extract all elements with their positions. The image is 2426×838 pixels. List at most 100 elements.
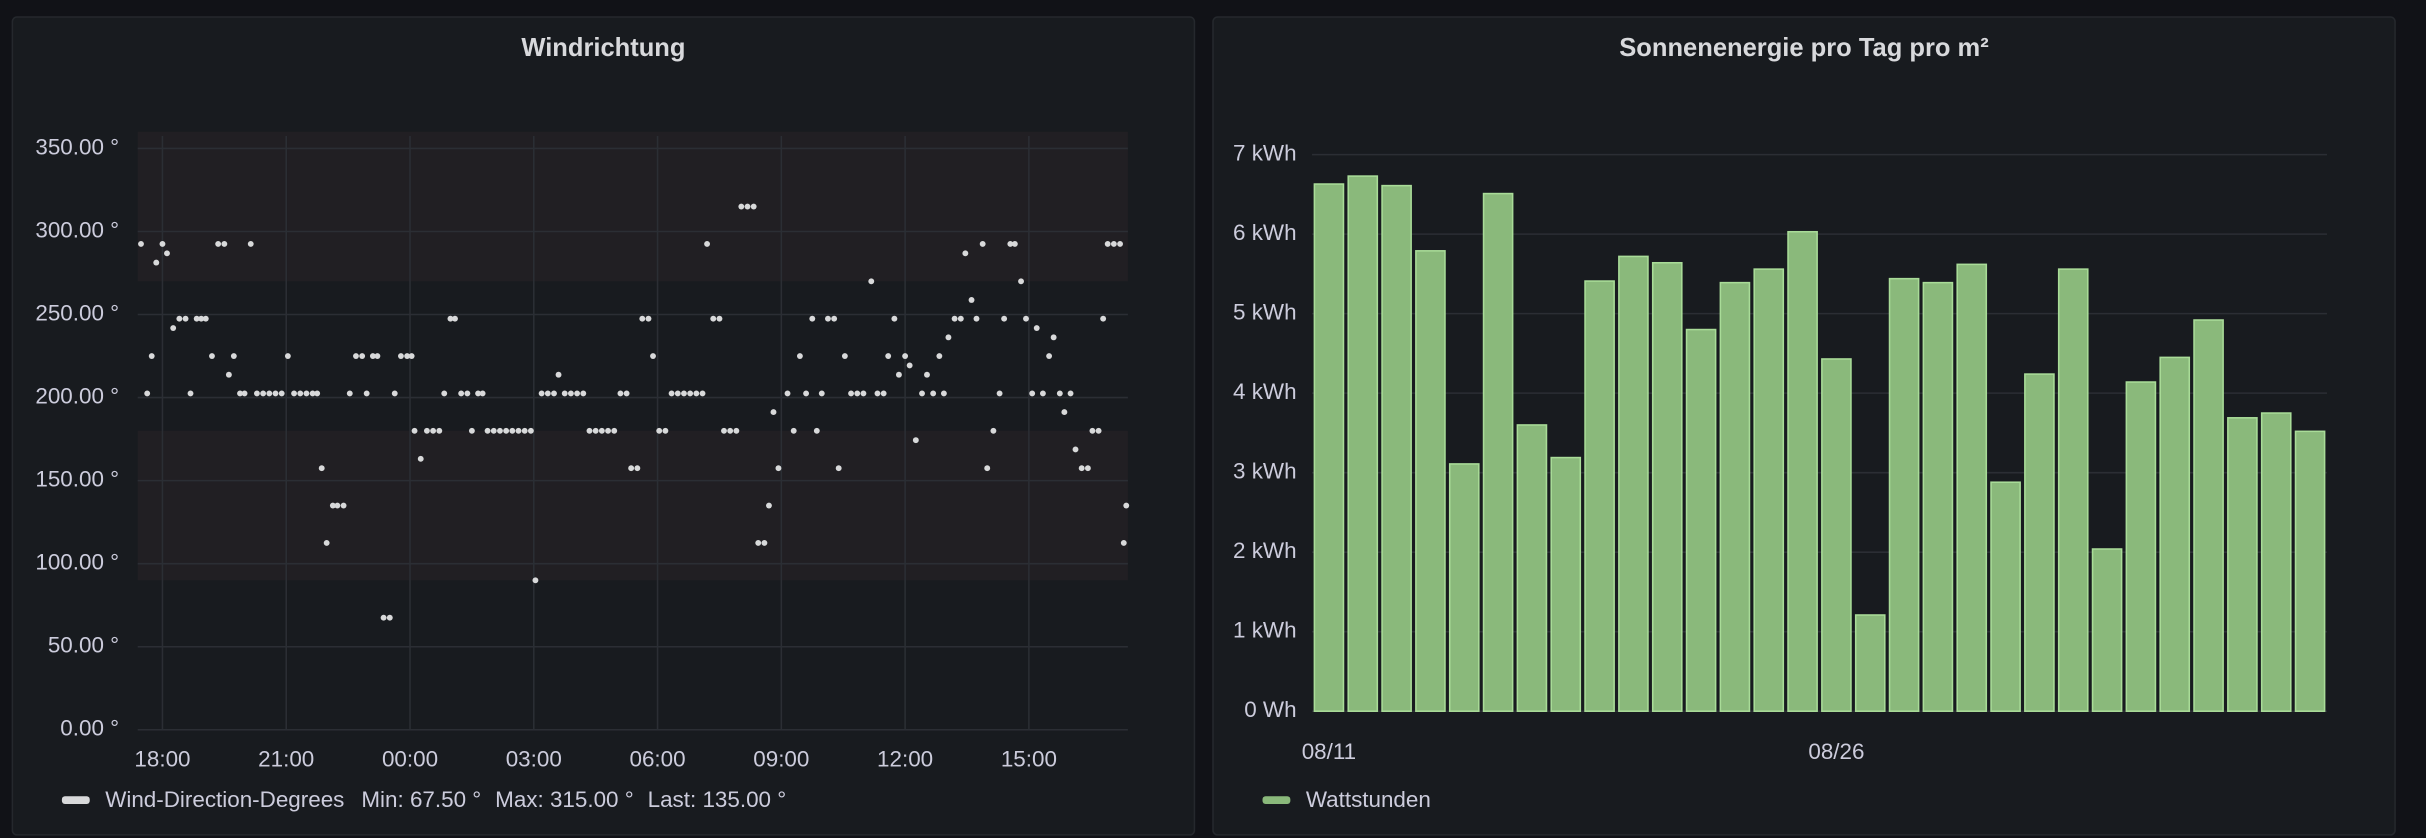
bar	[1516, 424, 1548, 712]
data-point	[309, 390, 316, 397]
data-point	[973, 315, 980, 322]
y-tick-label: 0.00 °	[60, 716, 119, 741]
bar	[2294, 430, 2326, 712]
y-tick-label: 1 kWh	[1233, 618, 1297, 643]
data-point	[527, 427, 534, 434]
data-point	[202, 315, 209, 322]
data-point	[1117, 240, 1124, 247]
data-point	[784, 390, 791, 397]
bar	[1854, 614, 1886, 712]
data-point	[291, 390, 298, 397]
data-point	[611, 427, 618, 434]
data-point	[979, 240, 986, 247]
y-tick-label: 3 kWh	[1233, 459, 1297, 484]
y-tick-label: 7 kWh	[1233, 141, 1297, 166]
y-tick-label: 5 kWh	[1233, 300, 1297, 325]
data-point	[818, 390, 825, 397]
data-point	[253, 390, 260, 397]
data-point	[1120, 539, 1127, 546]
data-point	[1100, 315, 1107, 322]
bar	[2193, 319, 2224, 712]
x-tick-label: 03:00	[506, 747, 562, 772]
data-point	[1061, 409, 1068, 416]
legend-stat: Min: 67.50 °	[361, 787, 481, 812]
data-point	[475, 390, 482, 397]
data-point	[1089, 427, 1096, 434]
data-point	[704, 240, 711, 247]
data-point	[919, 390, 925, 397]
bar	[2159, 356, 2191, 712]
data-point	[623, 390, 630, 397]
bar	[1956, 263, 1988, 712]
data-point	[968, 297, 975, 303]
data-point	[710, 315, 717, 322]
data-point	[278, 390, 285, 397]
data-point	[733, 427, 740, 434]
legend-stat: Max: 315.00 °	[495, 787, 634, 812]
bar	[1922, 281, 1954, 712]
data-point	[662, 427, 669, 434]
data-point	[770, 409, 777, 416]
data-point	[198, 315, 205, 322]
data-point	[813, 427, 820, 434]
data-point	[639, 315, 646, 322]
bar	[2057, 268, 2089, 712]
bar	[1313, 183, 1345, 712]
data-point	[272, 390, 279, 397]
data-point	[951, 315, 958, 322]
data-point	[532, 577, 539, 584]
data-point	[1067, 390, 1074, 397]
data-point	[854, 390, 861, 397]
bar	[1415, 250, 1446, 712]
data-point	[170, 325, 177, 331]
data-point	[825, 315, 831, 322]
data-point	[617, 390, 624, 397]
data-point	[230, 353, 237, 359]
data-point	[209, 353, 215, 359]
data-point	[193, 315, 200, 322]
data-point	[902, 353, 909, 359]
data-point	[990, 427, 997, 434]
data-point	[468, 427, 475, 434]
data-point	[912, 437, 919, 444]
bar	[2227, 417, 2258, 712]
data-point	[727, 427, 734, 434]
data-point	[297, 390, 304, 397]
data-point	[1018, 278, 1024, 285]
data-point	[509, 427, 516, 434]
bar	[2091, 548, 2123, 712]
data-point	[567, 390, 574, 397]
data-point	[1007, 240, 1014, 247]
threshold-band	[137, 430, 1128, 581]
bar	[1821, 358, 1852, 712]
data-point	[436, 427, 443, 434]
data-point	[329, 502, 336, 509]
data-point	[359, 353, 366, 359]
y-tick-label: 250.00 °	[35, 300, 119, 325]
data-point	[924, 371, 930, 378]
data-point	[417, 455, 424, 462]
data-point	[716, 315, 723, 322]
data-point	[885, 353, 892, 359]
x-tick-label: 15:00	[1001, 747, 1057, 772]
data-point	[490, 427, 497, 434]
data-point	[681, 390, 687, 397]
data-point	[164, 250, 170, 257]
data-point	[447, 315, 454, 322]
data-point	[314, 390, 321, 397]
data-point	[247, 240, 254, 247]
y-tick-label: 300.00 °	[35, 217, 119, 242]
data-point	[138, 240, 144, 247]
data-point	[940, 390, 947, 397]
data-point	[957, 315, 964, 322]
bar	[1753, 268, 1785, 712]
data-point	[153, 259, 160, 266]
bar	[1381, 184, 1412, 712]
threshold-band	[137, 131, 1128, 282]
x-tick-label: 18:00	[134, 747, 190, 772]
x-tick-label: 12:00	[877, 747, 933, 772]
data-point	[574, 390, 581, 397]
panel-title: Windrichtung	[521, 34, 685, 62]
data-point	[430, 427, 437, 434]
